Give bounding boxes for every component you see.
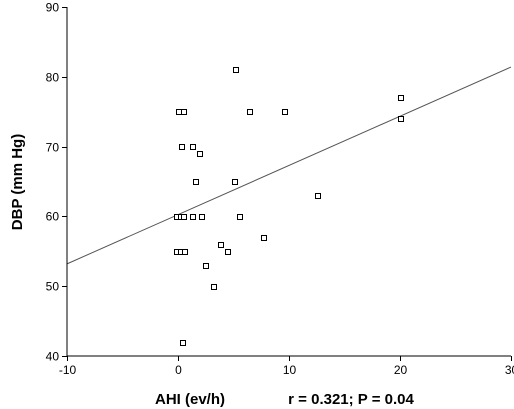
regression-line — [66, 66, 512, 265]
y-tick-label: 50 — [46, 280, 60, 294]
data-point — [225, 249, 231, 255]
plot-area — [66, 66, 512, 346]
data-point — [247, 109, 253, 115]
data-point — [182, 249, 188, 255]
data-point — [176, 109, 182, 115]
data-point — [232, 179, 238, 185]
data-point — [261, 235, 267, 241]
correlation-annotation: r = 0.321; P = 0.04 — [288, 391, 414, 408]
data-point — [180, 340, 186, 346]
data-point — [203, 263, 209, 269]
data-point — [282, 109, 288, 115]
data-point — [190, 214, 196, 220]
y-tick-label: 40 — [46, 350, 60, 364]
data-point — [237, 214, 243, 220]
x-tick-label: -10 — [59, 363, 77, 377]
data-point — [398, 95, 404, 101]
data-point — [193, 179, 199, 185]
x-tick-label: 10 — [283, 363, 297, 377]
y-tick-label: 90 — [46, 1, 60, 15]
y-tick-label: 60 — [46, 210, 60, 224]
chart-text: AHI (ev/h) DBP (mm Hg) r = 0.321; P = 0.… — [9, 134, 414, 408]
x-tick-label: 30 — [505, 363, 514, 377]
data-point — [181, 109, 187, 115]
y-tick-label: 80 — [46, 71, 60, 85]
x-axis-title: AHI (ev/h) — [155, 391, 225, 408]
axes: 40 50 60 70 80 90 -10 0 10 20 30 — [46, 1, 514, 378]
y-tick-label: 70 — [46, 141, 60, 155]
data-point — [179, 144, 185, 150]
x-tick-label: 0 — [175, 363, 182, 377]
data-point — [218, 242, 224, 248]
data-point — [398, 116, 404, 122]
y-axis-title: DBP (mm Hg) — [9, 134, 26, 230]
data-point — [190, 144, 196, 150]
x-tick-label: 20 — [394, 363, 408, 377]
data-point — [211, 284, 217, 290]
data-point — [181, 214, 187, 220]
data-point — [197, 151, 203, 157]
data-point — [199, 214, 205, 220]
data-point — [233, 67, 239, 73]
data-point — [315, 193, 321, 199]
